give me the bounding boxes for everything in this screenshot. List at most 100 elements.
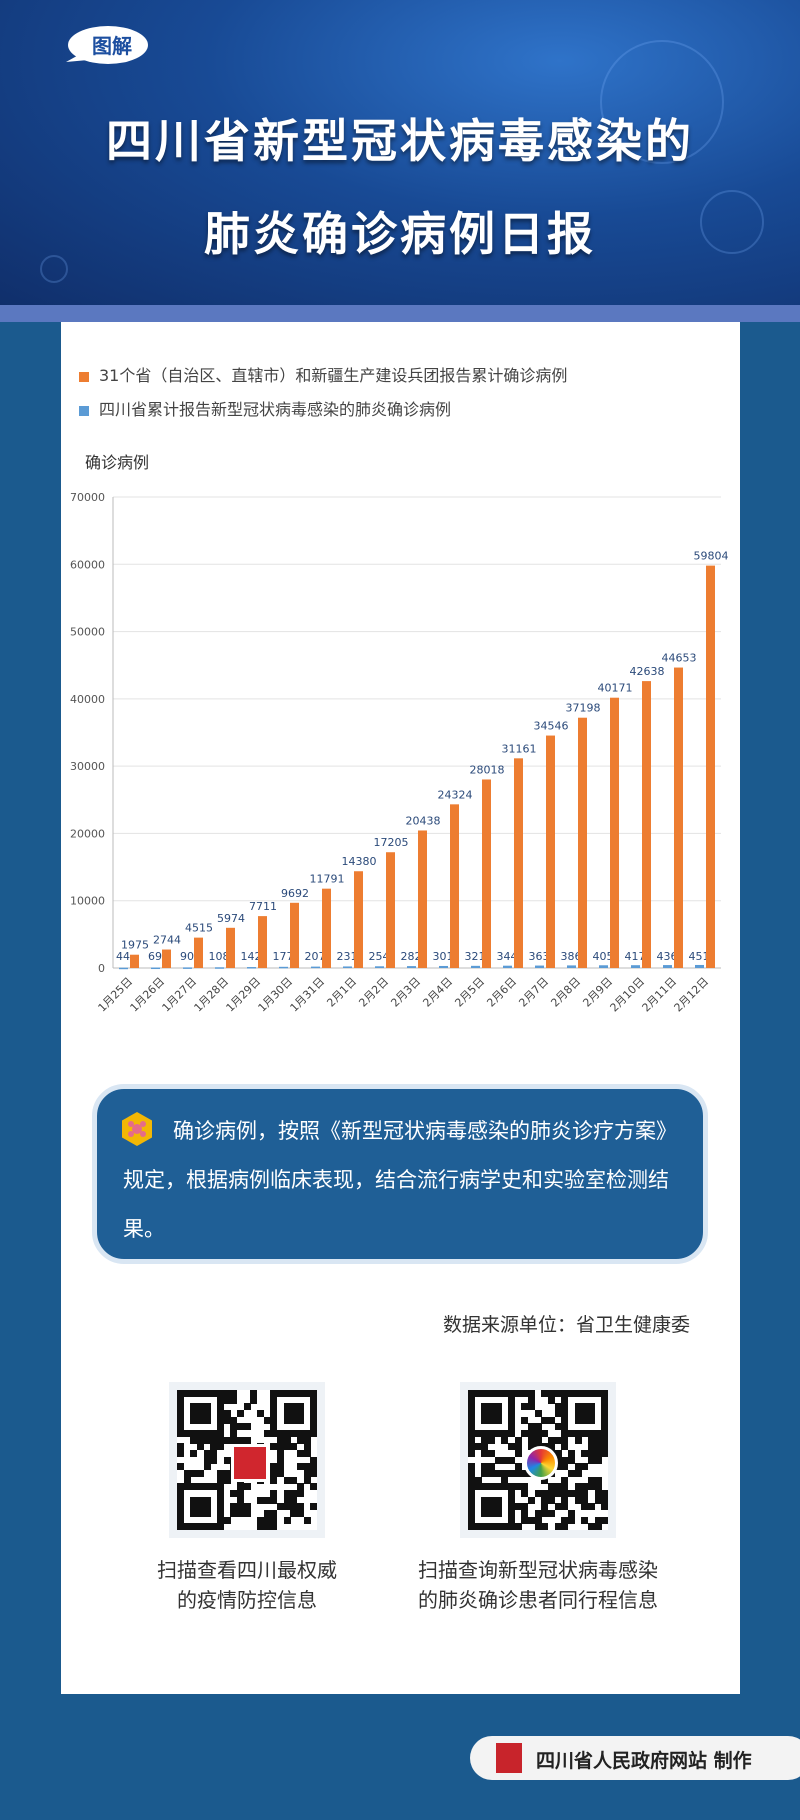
qr-module (283, 1496, 291, 1504)
qr-module (534, 1490, 542, 1498)
qr-module (230, 1510, 238, 1518)
qr-module (528, 1390, 536, 1398)
qr-module (501, 1523, 509, 1531)
page-title-line2: 肺炎确诊病例日报 (204, 207, 596, 261)
qr-module (310, 1483, 318, 1491)
qr-module (514, 1503, 522, 1511)
qr-module (270, 1470, 278, 1478)
qr-module (594, 1443, 602, 1451)
qr-module (197, 1510, 205, 1518)
qr-module (468, 1523, 476, 1531)
header-banner: 图解 四川省新型冠状病毒感染的 肺炎确诊病例日报 (0, 0, 800, 305)
qr-module (574, 1470, 582, 1478)
data-label-national: 31161 (502, 742, 537, 755)
qr-module (574, 1483, 582, 1491)
qr-module (217, 1416, 225, 1424)
qr-module (310, 1503, 318, 1511)
qr-module (468, 1470, 476, 1478)
qr-module (488, 1416, 496, 1424)
qr-module (481, 1496, 489, 1504)
x-tick-label: 2月8日 (548, 975, 583, 1010)
qr-module (217, 1410, 225, 1418)
qr-module (177, 1483, 185, 1491)
qr-module (521, 1430, 529, 1438)
qr-module (177, 1450, 185, 1458)
qr-module (488, 1450, 496, 1458)
qr-code-right[interactable] (460, 1382, 616, 1538)
qr-module (468, 1416, 476, 1424)
qr-module (283, 1390, 291, 1398)
sichuan-seal-icon (496, 1743, 522, 1773)
qr-module (601, 1390, 609, 1398)
qr-module (250, 1390, 258, 1398)
qr-module (468, 1450, 476, 1458)
qr-module (290, 1476, 298, 1484)
bar-sichuan (407, 966, 416, 968)
qr-module (488, 1496, 496, 1504)
qr-module (581, 1403, 589, 1411)
qr-module (468, 1490, 476, 1498)
qr-module (474, 1443, 482, 1451)
qr-module (257, 1496, 265, 1504)
qr-module (270, 1516, 278, 1524)
qr-module (197, 1416, 205, 1424)
bar-sichuan (279, 966, 288, 969)
x-tick-label: 2月6日 (484, 975, 519, 1010)
qr-module (514, 1443, 522, 1451)
qr-module (237, 1410, 245, 1418)
y-tick-label: 0 (98, 962, 105, 975)
qr-module (501, 1456, 509, 1464)
qr-module (548, 1390, 556, 1398)
data-label-sichuan: 142 (241, 950, 262, 963)
qr-module (468, 1436, 476, 1444)
qr-module (277, 1503, 285, 1511)
data-label-sichuan: 177 (273, 950, 294, 963)
qr-module (601, 1443, 609, 1451)
qr-module (210, 1483, 218, 1491)
qr-module (303, 1476, 311, 1484)
qr-module (283, 1403, 291, 1411)
qr-module (203, 1403, 211, 1411)
data-label-sichuan: 451 (689, 950, 710, 963)
bar-sichuan (599, 965, 608, 968)
qr-module (270, 1496, 278, 1504)
qr-module (554, 1483, 562, 1491)
qr-module (588, 1476, 596, 1484)
qr-module (290, 1490, 298, 1498)
qr-module (521, 1516, 529, 1524)
bar-sichuan (183, 967, 192, 969)
y-tick-label: 20000 (70, 827, 105, 840)
qr-module (197, 1410, 205, 1418)
qr-module (468, 1503, 476, 1511)
qr-module (237, 1503, 245, 1511)
qr-module (554, 1436, 562, 1444)
qr-module (277, 1456, 285, 1464)
data-label-national: 5974 (217, 912, 245, 925)
bar-sichuan (439, 965, 448, 968)
qr-module (290, 1403, 298, 1411)
qr-module (310, 1396, 318, 1404)
logo-text: 图解 (92, 34, 132, 58)
qr-code-left[interactable] (169, 1382, 325, 1538)
qr-module (177, 1390, 185, 1398)
qr-module (468, 1510, 476, 1518)
qr-module (310, 1470, 318, 1478)
qr-module (297, 1390, 305, 1398)
qr-module (481, 1450, 489, 1458)
qr-module (468, 1396, 476, 1404)
qr-module (177, 1496, 185, 1504)
qr-module (488, 1410, 496, 1418)
qr-module (468, 1483, 476, 1491)
qr-module (177, 1423, 185, 1431)
qr-module (297, 1510, 305, 1518)
qr-module (561, 1403, 569, 1411)
qr-module (488, 1483, 496, 1491)
qr-module (494, 1503, 502, 1511)
qr-module (310, 1463, 318, 1471)
qr-module (561, 1490, 569, 1498)
qr-module (521, 1483, 529, 1491)
qr-module (514, 1523, 522, 1531)
qr-module (508, 1490, 516, 1498)
qr-module (237, 1483, 245, 1491)
qr-module (514, 1450, 522, 1458)
